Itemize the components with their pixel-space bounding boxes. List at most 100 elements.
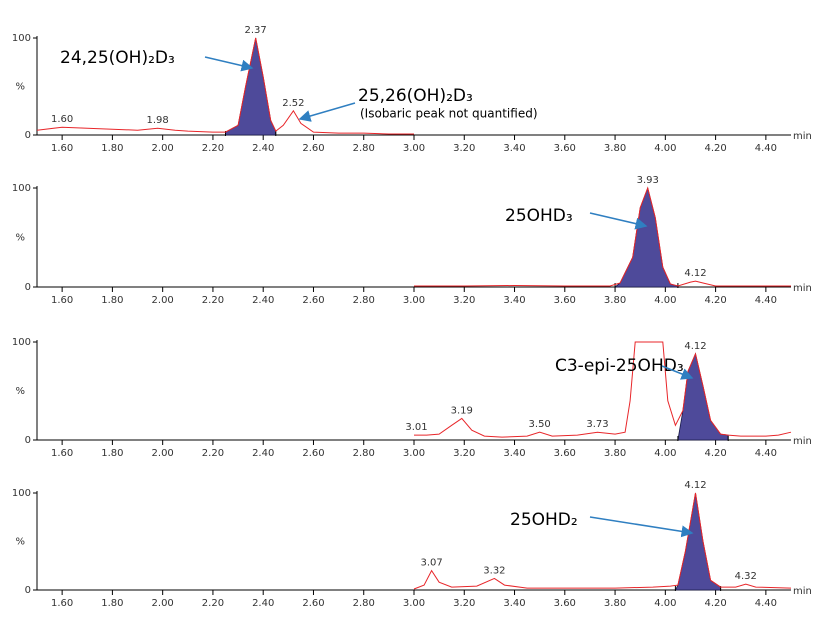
- x-tick-label: 2.40: [252, 598, 274, 609]
- x-tick-label: 2.80: [353, 295, 375, 306]
- y-axis-label: %: [15, 233, 25, 244]
- compound-label: 25OHD₃: [505, 206, 573, 226]
- peak-label: 4.32: [735, 571, 757, 582]
- integrated-peak: [677, 352, 729, 441]
- x-tick-label: 4.40: [755, 295, 777, 306]
- x-tick-label: 2.00: [152, 295, 174, 306]
- x-tick-label: 2.20: [202, 295, 224, 306]
- x-tick-label: 2.60: [302, 143, 324, 154]
- annotation-arrow: [298, 102, 356, 122]
- x-tick-label: 2.80: [353, 598, 375, 609]
- x-tick-label: 2.00: [152, 143, 174, 154]
- x-tick-label: 1.80: [101, 448, 123, 459]
- x-tick-label: 1.80: [101, 143, 123, 154]
- x-axis-unit: min: [793, 131, 812, 142]
- trace: [414, 186, 791, 287]
- annotation-arrow: [589, 516, 694, 538]
- x-tick-label: 4.20: [704, 448, 726, 459]
- x-tick-label: 3.20: [453, 598, 475, 609]
- x-tick-label: 2.60: [302, 598, 324, 609]
- x-tick-label: 3.80: [604, 598, 626, 609]
- x-tick-label: 4.20: [704, 598, 726, 609]
- x-tick-label: 4.40: [755, 598, 777, 609]
- x-tick-label: 3.00: [403, 448, 425, 459]
- x-tick-label: 3.60: [554, 295, 576, 306]
- x-tick-label: 1.80: [101, 295, 123, 306]
- x-tick-label: 3.40: [503, 598, 525, 609]
- x-tick-label: 1.60: [51, 295, 73, 306]
- y-tick-label: 100: [12, 183, 31, 194]
- x-tick-label: 4.40: [755, 448, 777, 459]
- trace: [413, 492, 792, 590]
- x-tick-label: 4.40: [755, 143, 777, 154]
- x-tick-label: 3.20: [453, 295, 475, 306]
- x-tick-label: 2.40: [252, 295, 274, 306]
- compound-label: 24,25(OH)₂D₃: [60, 48, 175, 68]
- x-tick-label: 2.20: [202, 143, 224, 154]
- peak-label: 1.60: [51, 114, 73, 125]
- x-tick-label: 3.80: [604, 295, 626, 306]
- x-tick-label: 3.20: [453, 143, 475, 154]
- x-tick-label: 3.80: [604, 448, 626, 459]
- y-axis-label: %: [15, 386, 25, 397]
- integrated-peak: [225, 37, 277, 136]
- peak-label: 4.12: [684, 480, 706, 491]
- x-tick-label: 3.60: [554, 598, 576, 609]
- peak-label: 3.73: [586, 419, 608, 430]
- peak-label: 3.01: [405, 422, 427, 433]
- compound-label: 25,26(OH)₂D₃: [358, 86, 473, 106]
- y-tick-label: 100: [12, 488, 31, 499]
- x-tick-label: 2.40: [252, 143, 274, 154]
- x-tick-label: 3.60: [554, 448, 576, 459]
- peak-label: 3.50: [529, 419, 551, 430]
- y-axis-label: %: [15, 82, 25, 93]
- x-tick-label: 3.40: [503, 295, 525, 306]
- x-tick-label: 3.00: [403, 598, 425, 609]
- x-tick-label: 3.40: [503, 143, 525, 154]
- y-tick-label: 100: [12, 33, 31, 44]
- y-axis-label: %: [15, 537, 25, 548]
- annotation-arrow: [589, 212, 648, 230]
- compound-label: (Isobaric peak not quantified): [360, 107, 538, 121]
- x-tick-label: 3.00: [403, 295, 425, 306]
- peak-label: 2.37: [245, 25, 267, 36]
- x-tick-label: 2.60: [302, 295, 324, 306]
- x-tick-label: 2.60: [302, 448, 324, 459]
- x-tick-label: 3.60: [554, 143, 576, 154]
- x-tick-label: 2.40: [252, 448, 274, 459]
- x-axis-unit: min: [793, 586, 812, 597]
- peak-label: 4.12: [684, 268, 706, 279]
- x-tick-label: 3.00: [403, 143, 425, 154]
- x-tick-label: 4.00: [654, 295, 676, 306]
- x-tick-label: 3.40: [503, 448, 525, 459]
- x-axis-unit: min: [793, 283, 812, 294]
- x-tick-label: 4.00: [654, 598, 676, 609]
- x-tick-label: 2.20: [202, 448, 224, 459]
- peak-label: 3.32: [483, 565, 505, 576]
- x-axis-unit: min: [793, 436, 812, 447]
- x-tick-label: 3.80: [604, 143, 626, 154]
- compound-label: 25OHD₂: [510, 510, 578, 530]
- annotation-arrow: [661, 365, 694, 380]
- trace: [414, 341, 792, 438]
- x-tick-label: 4.20: [704, 295, 726, 306]
- y-tick-label: 0: [25, 435, 31, 446]
- x-tick-label: 4.00: [654, 143, 676, 154]
- x-tick-label: 2.80: [353, 143, 375, 154]
- x-tick-label: 2.00: [152, 598, 174, 609]
- x-tick-label: 4.00: [654, 448, 676, 459]
- x-tick-label: 3.20: [453, 448, 475, 459]
- integrated-peak: [613, 186, 679, 288]
- x-tick-label: 2.00: [152, 448, 174, 459]
- x-tick-label: 1.80: [101, 598, 123, 609]
- x-tick-label: 1.60: [51, 143, 73, 154]
- y-tick-label: 0: [25, 130, 31, 141]
- y-tick-label: 0: [25, 585, 31, 596]
- x-tick-label: 1.60: [51, 598, 73, 609]
- compound-label: C3-epi-25OHD₃: [555, 356, 684, 376]
- peak-label: 3.07: [420, 558, 442, 569]
- annotation-arrow: [204, 56, 254, 72]
- y-tick-label: 0: [25, 282, 31, 293]
